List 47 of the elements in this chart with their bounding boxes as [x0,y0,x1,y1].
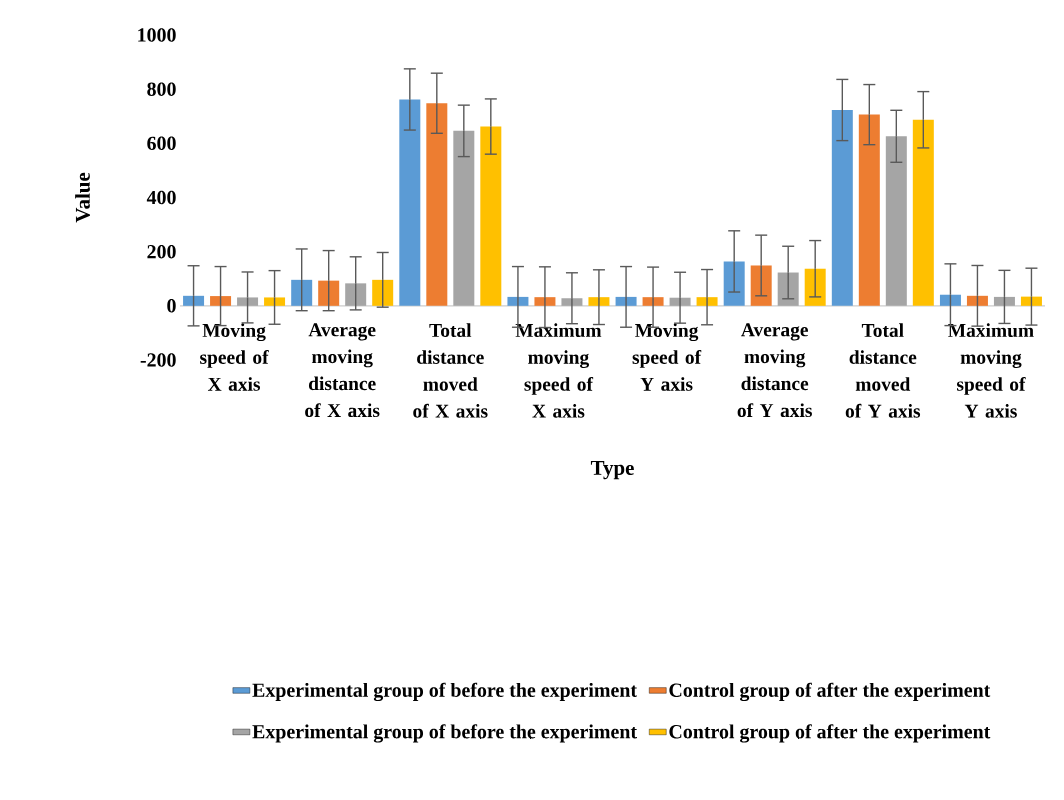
bar [399,99,421,306]
x-axis-title: Type [590,461,634,480]
y-tick-label: -200 [140,353,176,367]
y-tick-label: 0 [167,299,176,313]
bar [318,280,340,306]
legend-label: Control group of after the experiment [669,724,991,743]
x-tick-label: Moving speed of X axis [200,323,269,391]
y-tick-label: 200 [147,244,176,259]
bar [453,130,475,306]
bar [1020,296,1042,306]
y-tick-label: 400 [146,190,176,205]
x-tick-label: Moving speed of Y axis [632,323,702,391]
bar [912,119,934,306]
x-tick-label: Average moving distance of Y axis [737,323,812,418]
bar [480,126,502,306]
legend-label: Experimental group of before the experiment [252,724,637,743]
bar [885,136,907,306]
bar [534,297,556,306]
x-tick-label: Maximum moving speed of X axis [515,323,602,418]
bar [345,283,367,306]
x-tick-label: Average moving distance of X axis [305,323,380,418]
bar [264,297,286,306]
bar [561,298,583,306]
bar [426,103,448,306]
bar [588,297,610,306]
y-tick-label: 800 [147,82,176,96]
x-tick-label: Total distance moved of Y axis [845,323,921,418]
bar [183,295,205,306]
y-axis-title: Value [75,172,90,223]
bar [615,296,637,306]
bar [966,295,988,306]
bar [993,296,1015,306]
x-tick-label: Maximum moving speed of Y axis [948,323,1034,418]
bar [831,110,853,306]
y-tick-label: 1000 [138,28,176,42]
bar [642,297,664,306]
bar [210,296,232,306]
legend-label: Control group of after the experiment [669,682,991,702]
bar [507,296,529,306]
bar [939,294,961,306]
legend-label: Experimental group of before the experiment [252,682,637,702]
bar [237,297,259,306]
bar [696,297,718,306]
bar [858,114,880,306]
y-tick-label: 600 [147,136,176,151]
x-tick-label: Total distance moved of X axis [413,323,488,418]
bar [291,279,313,306]
